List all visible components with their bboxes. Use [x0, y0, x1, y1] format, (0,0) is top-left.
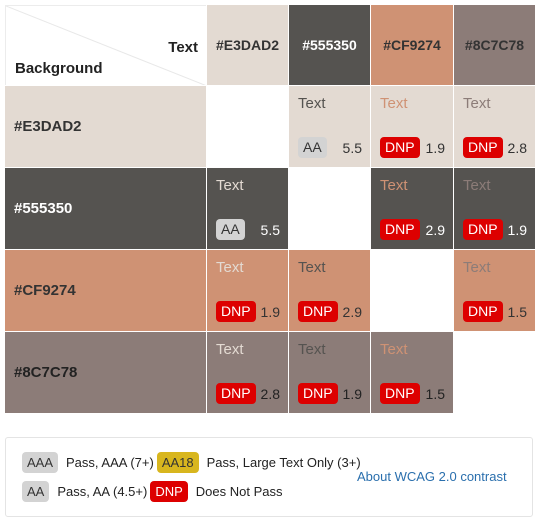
contrast-ratio: 1.9 — [342, 385, 362, 402]
empty-self-cell — [207, 86, 288, 167]
aaa-description: Pass, AAA (7+) — [66, 455, 154, 470]
contrast-result: DNP 2.8 — [216, 383, 282, 404]
background-axis-label: Background — [15, 60, 103, 77]
contrast-result: DNP 2.8 — [463, 137, 529, 158]
dnp-badge: DNP — [463, 219, 503, 240]
dnp-badge: DNP — [298, 301, 338, 322]
contrast-ratio: 1.5 — [425, 385, 445, 402]
column-header: #E3DAD2 — [207, 5, 288, 85]
contrast-cell: Text DNP 2.8 — [454, 86, 535, 167]
dnp-badge: DNP — [298, 383, 338, 404]
aa18-badge: AA18 — [156, 452, 199, 473]
dnp-badge: DNP — [380, 219, 420, 240]
aa-badge: AA — [298, 137, 327, 158]
legend-row-2: AA Pass, AA (4.5+) DNP Does Not Pass — [22, 481, 285, 502]
legend-panel: AAA Pass, AAA (7+) AA18 Pass, Large Text… — [5, 437, 533, 517]
contrast-ratio: 2.9 — [425, 221, 445, 238]
column-header: #555350 — [289, 5, 370, 85]
text-axis-label: Text — [168, 39, 198, 56]
text-sample: Text — [216, 177, 244, 194]
text-sample: Text — [463, 177, 491, 194]
text-sample: Text — [216, 341, 244, 358]
empty-self-cell — [454, 332, 535, 413]
dnp-badge: DNP — [463, 301, 503, 322]
dnp-badge: DNP — [150, 481, 188, 502]
contrast-ratio: 2.8 — [260, 385, 280, 402]
contrast-ratio: 5.5 — [342, 139, 362, 156]
text-sample: Text — [298, 95, 326, 112]
text-sample: Text — [216, 259, 244, 276]
dnp-badge: DNP — [216, 383, 256, 404]
contrast-result: DNP 1.9 — [216, 301, 282, 322]
contrast-result: DNP 1.9 — [463, 219, 529, 240]
dnp-description: Does Not Pass — [195, 484, 283, 499]
contrast-ratio: 2.8 — [507, 139, 527, 156]
contrast-result: DNP 1.5 — [380, 383, 447, 404]
contrast-result: DNP 1.9 — [380, 137, 447, 158]
aa18-description: Pass, Large Text Only (3+) — [206, 455, 361, 470]
column-header: #8C7C78 — [454, 5, 535, 85]
dnp-badge: DNP — [463, 137, 503, 158]
row-header: #E3DAD2 — [5, 86, 206, 167]
row-header: #555350 — [5, 168, 206, 249]
grid-corner-header: Text Background — [5, 5, 206, 85]
aa-badge: AA — [216, 219, 245, 240]
contrast-cell: Text DNP 1.9 — [289, 332, 370, 413]
contrast-cell: Text DNP 2.8 — [207, 332, 288, 413]
dnp-badge: DNP — [380, 383, 420, 404]
contrast-cell: Text DNP 1.9 — [454, 168, 535, 249]
contrast-ratio: 1.5 — [507, 303, 527, 320]
column-header: #CF9274 — [371, 5, 453, 85]
aa-badge: AA — [22, 481, 50, 502]
empty-self-cell — [371, 250, 453, 331]
contrast-cell: Text AA 5.5 — [289, 86, 370, 167]
text-sample: Text — [463, 259, 491, 276]
contrast-result: AA 5.5 — [298, 137, 364, 158]
row-header: #8C7C78 — [5, 332, 206, 413]
wcag-contrast-link[interactable]: About WCAG 2.0 contrast — [357, 469, 507, 484]
empty-self-cell — [289, 168, 370, 249]
aaa-badge: AAA — [22, 452, 59, 473]
text-sample: Text — [298, 341, 326, 358]
contrast-cell: Text DNP 2.9 — [289, 250, 370, 331]
text-sample: Text — [298, 259, 326, 276]
text-sample: Text — [380, 95, 408, 112]
text-sample: Text — [463, 95, 491, 112]
contrast-result: DNP 2.9 — [380, 219, 447, 240]
contrast-cell: Text DNP 2.9 — [371, 168, 453, 249]
contrast-cell: Text DNP 1.5 — [454, 250, 535, 331]
dnp-badge: DNP — [216, 301, 256, 322]
contrast-result: DNP 1.5 — [463, 301, 529, 322]
contrast-ratio: 2.9 — [342, 303, 362, 320]
aa-description: Pass, AA (4.5+) — [57, 484, 148, 499]
legend-row-1: AAA Pass, AAA (7+) AA18 Pass, Large Text… — [22, 452, 364, 473]
dnp-badge: DNP — [380, 137, 420, 158]
contrast-cell: Text DNP 1.9 — [207, 250, 288, 331]
contrast-result: DNP 2.9 — [298, 301, 364, 322]
text-sample: Text — [380, 177, 408, 194]
contrast-ratio: 1.9 — [260, 303, 280, 320]
contrast-ratio: 1.9 — [507, 221, 527, 238]
contrast-result: DNP 1.9 — [298, 383, 364, 404]
corner-diagonal-line — [6, 6, 206, 85]
contrast-ratio: 5.5 — [260, 221, 280, 238]
contrast-cell: Text DNP 1.5 — [371, 332, 453, 413]
contrast-cell: Text AA 5.5 — [207, 168, 288, 249]
contrast-result: AA 5.5 — [216, 219, 282, 240]
text-sample: Text — [380, 341, 408, 358]
contrast-cell: Text DNP 1.9 — [371, 86, 453, 167]
contrast-ratio: 1.9 — [425, 139, 445, 156]
contrast-grid: Text Background #E3DAD2 #555350 #CF9274 #8C… — [5, 5, 535, 413]
row-header: #CF9274 — [5, 250, 206, 331]
